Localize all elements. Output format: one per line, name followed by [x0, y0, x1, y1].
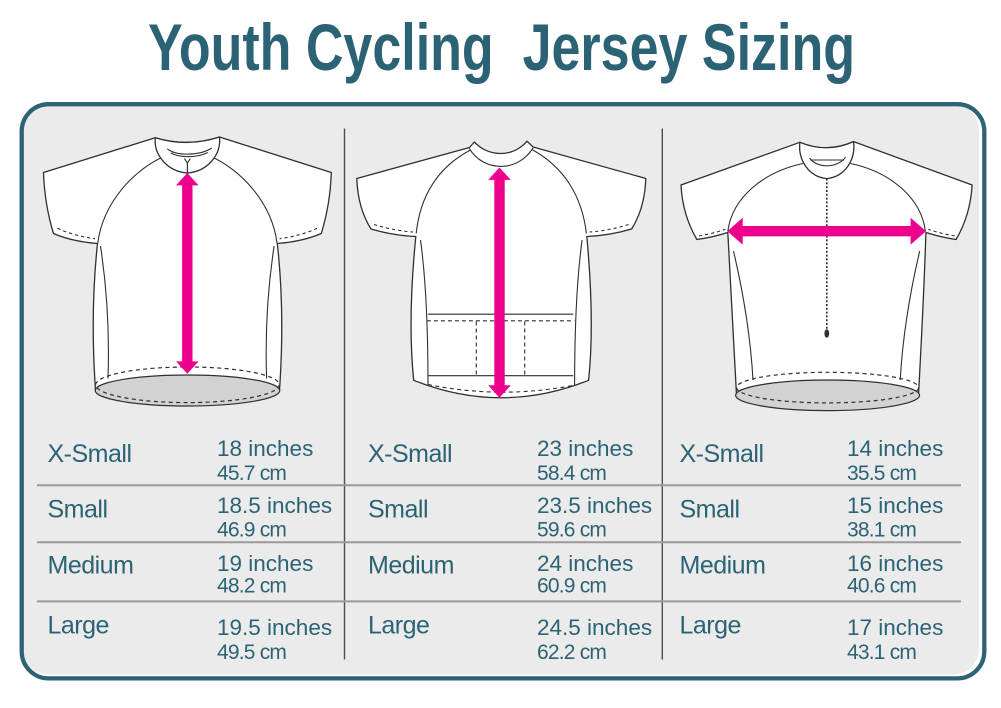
- svg-text:19.5 inches: 19.5 inches: [217, 615, 332, 640]
- svg-text:24 inches: 24 inches: [537, 551, 633, 576]
- svg-text:Small: Small: [680, 496, 740, 524]
- svg-text:Medium: Medium: [680, 552, 766, 580]
- svg-text:62.2 cm: 62.2 cm: [537, 641, 606, 664]
- svg-text:46.9 cm: 46.9 cm: [217, 519, 286, 542]
- svg-text:15 inches: 15 inches: [847, 493, 943, 518]
- svg-text:24.5 inches: 24.5 inches: [537, 615, 652, 640]
- svg-text:43.1 cm: 43.1 cm: [847, 641, 916, 664]
- svg-text:Medium: Medium: [368, 552, 454, 580]
- svg-text:59.6 cm: 59.6 cm: [537, 519, 606, 542]
- svg-text:40.6 cm: 40.6 cm: [847, 575, 916, 598]
- svg-text:18 inches: 18 inches: [217, 436, 313, 461]
- svg-text:23.5 inches: 23.5 inches: [537, 493, 652, 518]
- svg-text:16 inches: 16 inches: [847, 551, 943, 576]
- svg-text:Large: Large: [48, 612, 109, 640]
- svg-text:17 inches: 17 inches: [847, 615, 943, 640]
- svg-text:Small: Small: [48, 496, 108, 524]
- svg-text:X-Small: X-Small: [680, 440, 764, 468]
- svg-text:35.5 cm: 35.5 cm: [847, 462, 916, 485]
- svg-text:X-Small: X-Small: [48, 440, 132, 468]
- svg-text:49.5 cm: 49.5 cm: [217, 641, 286, 664]
- svg-text:48.2 cm: 48.2 cm: [217, 575, 286, 598]
- svg-text:19 inches: 19 inches: [217, 551, 313, 576]
- svg-text:Small: Small: [368, 496, 428, 524]
- svg-text:Youth Cycling Jersey Sizing: Youth Cycling Jersey Sizing: [148, 10, 855, 84]
- svg-text:X-Small: X-Small: [368, 440, 452, 468]
- svg-text:60.9 cm: 60.9 cm: [537, 575, 606, 598]
- svg-text:Medium: Medium: [48, 552, 134, 580]
- svg-text:Large: Large: [680, 612, 741, 640]
- svg-text:45.7 cm: 45.7 cm: [217, 462, 286, 485]
- svg-text:58.4 cm: 58.4 cm: [537, 462, 606, 485]
- svg-text:18.5 inches: 18.5 inches: [217, 493, 332, 518]
- svg-text:14 inches: 14 inches: [847, 436, 943, 461]
- svg-text:38.1 cm: 38.1 cm: [847, 519, 916, 542]
- svg-text:23 inches: 23 inches: [537, 436, 633, 461]
- svg-text:Large: Large: [368, 612, 429, 640]
